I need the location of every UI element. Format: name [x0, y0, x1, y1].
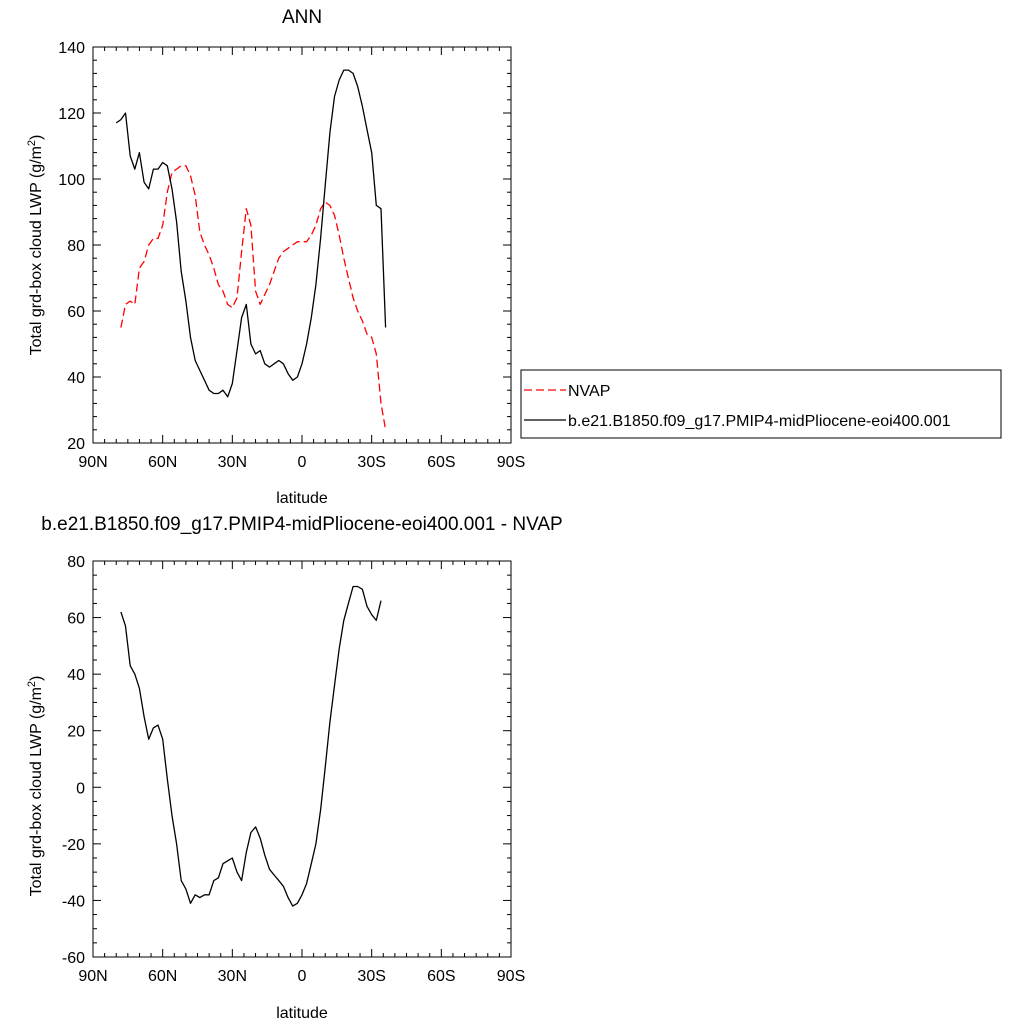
- y-tick-label: 40: [67, 667, 85, 684]
- x-tick-label: 90N: [78, 968, 107, 985]
- chart-panel-annual: ANN Total grd-box cloud LWP (g/m2) latit…: [26, 7, 1002, 507]
- y-tick-label: 100: [58, 172, 85, 189]
- plot-frame: [92, 46, 512, 444]
- series-line-model: [115, 69, 387, 398]
- x-axis-label: latitude: [276, 490, 328, 507]
- y-tick-label: 140: [58, 40, 85, 57]
- series-line-nvap: [120, 165, 387, 430]
- x-tick-label: 30N: [218, 968, 247, 985]
- x-tick-label: 0: [298, 454, 307, 471]
- legend: NVAP b.e21.B1850.f09_g17.PMIP4-midPliocen…: [520, 369, 1002, 439]
- y-tick-label: -40: [62, 893, 85, 910]
- chart-title: ANN: [282, 7, 322, 28]
- y-tick-label: 20: [67, 436, 85, 453]
- chart-title: b.e21.B1850.f09_g17.PMIP4-midPliocene-eo…: [41, 514, 562, 535]
- y-tick-label: 40: [67, 370, 85, 387]
- plot-frame: [92, 560, 512, 958]
- y-tick-label: 0: [76, 780, 85, 797]
- x-tick-label: 60N: [148, 968, 177, 985]
- x-tick-label: 90S: [497, 454, 525, 471]
- y-tick-label: 60: [67, 304, 85, 321]
- y-tick-label: 120: [58, 106, 85, 123]
- x-tick-label: 30S: [357, 454, 385, 471]
- x-tick-label: 30N: [218, 454, 247, 471]
- x-tick-label: 30S: [357, 968, 385, 985]
- y-tick-label: 20: [67, 724, 85, 741]
- y-tick-label: 80: [67, 554, 85, 571]
- x-tick-label: 60S: [427, 454, 455, 471]
- y-tick-label: -60: [62, 950, 85, 967]
- y-tick-label: 60: [67, 611, 85, 628]
- series-line-difference: [120, 585, 382, 907]
- x-tick-label: 60S: [427, 968, 455, 985]
- x-tick-label: 0: [298, 968, 307, 985]
- y-axis-label: Total grd-box cloud LWP (g/m2): [26, 135, 45, 356]
- y-tick-label: 80: [67, 238, 85, 255]
- x-tick-label: 90N: [78, 454, 107, 471]
- legend-label: b.e21.B1850.f09_g17.PMIP4-midPliocene-eo…: [568, 413, 951, 430]
- legend-box: [520, 369, 1002, 439]
- x-axis-label: latitude: [276, 1005, 328, 1022]
- legend-label: NVAP: [568, 383, 610, 400]
- y-axis-label: Total grd-box cloud LWP (g/m2): [26, 676, 45, 897]
- x-tick-label: 90S: [497, 968, 525, 985]
- chart-panel-difference: b.e21.B1850.f09_g17.PMIP4-midPliocene-eo…: [26, 514, 563, 1022]
- x-tick-label: 60N: [148, 454, 177, 471]
- y-tick-label: -20: [62, 837, 85, 854]
